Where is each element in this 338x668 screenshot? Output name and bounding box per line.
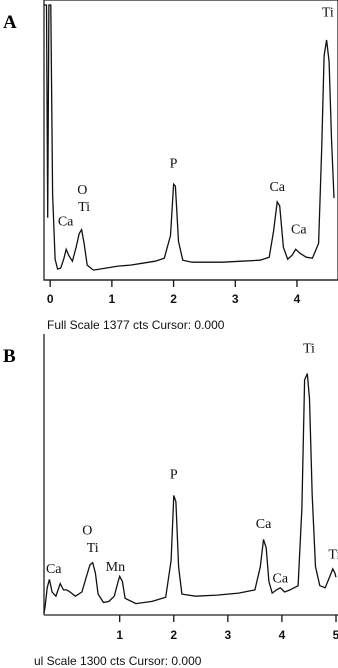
panel-a-svg: A 0 1 2 3 4 Ca Ti O P Ca Ca Ti Full Scale 1377 cts … xyxy=(3,0,338,332)
panel-b-element-label: Ca xyxy=(273,572,289,587)
panel-a-element-label: P xyxy=(170,156,178,171)
panel-a-plot-group: 0 1 2 3 4 Ca Ti O P Ca Ca Ti xyxy=(44,4,335,306)
panel-a-element-label: Ca xyxy=(269,180,285,195)
panel-b-x-tick-label: 5 xyxy=(333,628,338,642)
panel-a-plot-frame xyxy=(43,0,338,281)
panel-b-x-tick-label: 1 xyxy=(116,628,123,642)
panel-a-spectrum-line xyxy=(44,4,335,271)
panel-a-element-label: Ti xyxy=(78,200,90,215)
panel-a-x-tick-label: 2 xyxy=(170,292,177,306)
panel-b-spectrum-line xyxy=(43,373,337,614)
panel-a-footer: Full Scale 1377 cts Cursor: 0.000 xyxy=(47,318,225,332)
panel-a-x-tick-label: 0 xyxy=(47,292,54,306)
panel-b-element-label: O xyxy=(82,523,92,538)
panel-a-x-tick-label: 3 xyxy=(232,292,239,306)
panel-b-spectrum: B 1 2 3 4 5 Ca Ti O Mn P Ca Ca Ti Ti ul Scale 1300 ct… xyxy=(0,334,338,668)
panel-a-x-tick-label: 4 xyxy=(294,292,301,306)
panel-b-element-label: Ti xyxy=(303,342,315,357)
panel-b-footer: ul Scale 1300 cts Cursor: 0.000 xyxy=(34,654,202,668)
panel-b-plot-group: 1 2 3 4 5 Ca Ti O Mn P Ca Ca Ti Ti xyxy=(43,342,338,642)
panel-a-spectrum: A 0 1 2 3 4 Ca Ti O P Ca Ca Ti Full Scale 1377 cts … xyxy=(3,0,338,332)
panel-b-x-tick-label: 3 xyxy=(225,628,232,642)
panel-b-element-label: P xyxy=(170,468,178,483)
panel-b-element-label: Mn xyxy=(106,560,125,575)
panel-b-element-label: Ti xyxy=(87,541,99,556)
panel-a-x-tick-label: 1 xyxy=(109,292,116,306)
panel-b-svg: B 1 2 3 4 5 Ca Ti O Mn P Ca Ca Ti Ti ul Scale 1300 ct… xyxy=(3,334,338,668)
panel-b-x-tick-label: 2 xyxy=(170,628,177,642)
panel-a-element-label: Ca xyxy=(58,215,74,230)
panel-b-element-label: Ti xyxy=(328,547,338,562)
panel-a-element-label: Ca xyxy=(291,223,307,238)
panel-a-element-label: Ti xyxy=(322,5,334,20)
panel-b-element-label: Ca xyxy=(46,562,62,577)
panel-a-element-label: O xyxy=(77,183,87,198)
panel-b-x-tick-label: 4 xyxy=(279,628,286,642)
panel-b-label: B xyxy=(3,346,16,367)
panel-a-label: A xyxy=(3,12,17,33)
panel-b-element-label: Ca xyxy=(256,517,272,532)
